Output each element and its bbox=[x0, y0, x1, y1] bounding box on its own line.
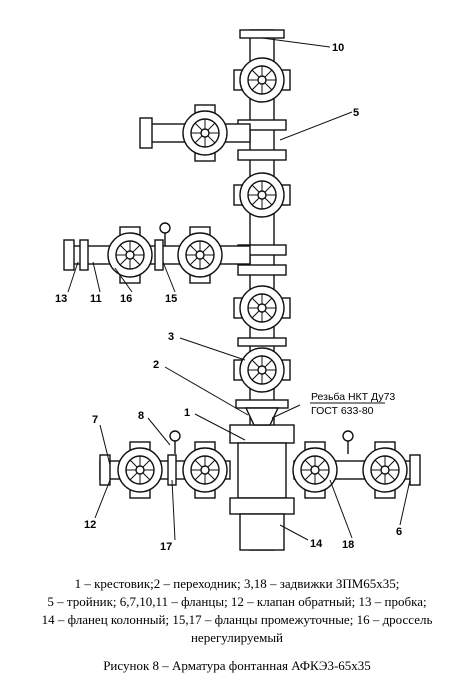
callout: 3 bbox=[168, 331, 174, 343]
gauge bbox=[159, 222, 171, 234]
column-flange bbox=[239, 513, 285, 551]
callout: 2 bbox=[153, 359, 159, 371]
callout-labels: 10 5 3 2 1 8 7 12 17 14 18 6 13 11 16 15 bbox=[55, 42, 402, 553]
callout: 16 bbox=[120, 293, 132, 305]
callout: 1 bbox=[184, 407, 190, 419]
caption: Рисунок 8 – Арматура фонтанная АФКЭ3-65х… bbox=[103, 658, 371, 673]
flange bbox=[99, 454, 111, 486]
flange bbox=[237, 149, 287, 161]
hub bbox=[380, 465, 390, 475]
callout: 7 bbox=[92, 414, 98, 426]
hub bbox=[125, 250, 135, 260]
cross bbox=[237, 442, 287, 499]
flange bbox=[235, 399, 289, 409]
hub bbox=[200, 465, 210, 475]
flange bbox=[237, 264, 287, 276]
flange bbox=[139, 117, 153, 149]
legend-line: 1 – крестовик;2 – переходник; 3,18 – зад… bbox=[75, 576, 400, 591]
thread-note: ГОСТ 633-80 bbox=[311, 405, 374, 417]
callout: 13 bbox=[55, 293, 67, 305]
plug bbox=[63, 239, 75, 271]
gauge bbox=[342, 430, 354, 442]
callout: 6 bbox=[396, 526, 402, 538]
adapter bbox=[244, 407, 280, 426]
leaders bbox=[67, 37, 411, 541]
thread-note: Резьба НКТ Ду73 bbox=[311, 391, 395, 403]
gauge bbox=[169, 430, 181, 442]
callout: 17 bbox=[160, 541, 172, 553]
wellhead-drawing bbox=[63, 29, 421, 551]
flange bbox=[229, 424, 295, 444]
hub bbox=[195, 250, 205, 260]
hub bbox=[257, 75, 267, 85]
flange bbox=[79, 239, 89, 271]
callout: 10 bbox=[332, 42, 344, 54]
legend: 1 – крестовик;2 – переходник; 3,18 – зад… bbox=[42, 576, 433, 645]
callout: 12 bbox=[84, 519, 96, 531]
flange bbox=[409, 454, 421, 486]
flange bbox=[154, 239, 164, 271]
hub bbox=[257, 365, 267, 375]
flange bbox=[229, 497, 295, 515]
hub bbox=[310, 465, 320, 475]
legend-line: 14 – фланец колонный; 15,17 – фланцы про… bbox=[42, 612, 433, 627]
hub bbox=[257, 190, 267, 200]
flange bbox=[239, 29, 285, 39]
flange bbox=[237, 337, 287, 347]
callout: 18 bbox=[342, 539, 354, 551]
callout: 8 bbox=[138, 410, 144, 422]
legend-line: 5 – тройник; 6,7,10,11 – фланцы; 12 – кл… bbox=[47, 594, 426, 609]
legend-line: нерегулируемый bbox=[191, 630, 283, 645]
hub bbox=[200, 128, 210, 138]
callout: 15 bbox=[165, 293, 177, 305]
callout: 5 bbox=[353, 107, 359, 119]
hub bbox=[257, 303, 267, 313]
callout: 11 bbox=[90, 293, 102, 305]
callout: 14 bbox=[310, 538, 323, 550]
hub bbox=[135, 465, 145, 475]
